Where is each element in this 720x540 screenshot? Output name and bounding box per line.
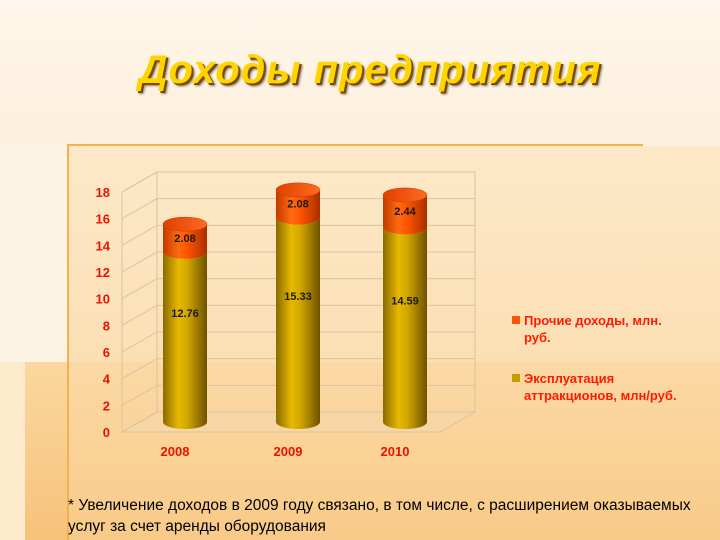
frame-line-vertical (67, 144, 69, 540)
bar-segment (163, 251, 207, 429)
gridline (121, 171, 475, 193)
bar-segment (383, 227, 427, 429)
bar-top-cap (382, 187, 428, 203)
y-tick-label: 12 (96, 265, 110, 280)
bar-segment (163, 224, 207, 259)
y-tick-label: 4 (103, 372, 111, 387)
data-label: 2.44 (394, 206, 416, 218)
y-tick-label: 16 (96, 212, 110, 227)
gridline (121, 358, 475, 380)
legend-label-other-income: Прочие доходы, млн. руб. (524, 313, 662, 345)
y-tick-label: 0 (103, 425, 110, 440)
bar-top-cap (275, 182, 321, 198)
gridline (121, 251, 475, 273)
y-tick-label: 2 (103, 398, 110, 413)
gridline (121, 384, 475, 406)
x-tick-label: 2010 (381, 444, 410, 459)
bar-segment (383, 194, 427, 235)
frame-line-horizontal (68, 144, 643, 146)
y-tick-label: 8 (103, 318, 110, 333)
chart-legend: Прочие доходы, млн. руб. Эксплуатация ат… (512, 312, 682, 428)
data-label: 15.33 (284, 291, 312, 303)
chart-side-wall (121, 171, 158, 433)
slide-title: Доходы предприятия (138, 48, 602, 92)
gridline (121, 224, 475, 246)
y-tick-label: 14 (96, 238, 111, 253)
bar-segment (276, 217, 320, 429)
bar-top-cap (162, 216, 208, 232)
x-tick-label: 2009 (274, 444, 303, 459)
data-label: 2.08 (174, 233, 195, 245)
background-left-strip (0, 362, 25, 540)
data-label: 2.08 (287, 199, 308, 211)
legend-item-other-income: Прочие доходы, млн. руб. (512, 312, 682, 346)
gridline (121, 278, 475, 300)
legend-swatch-other-income (512, 316, 520, 324)
gridline (121, 198, 475, 220)
y-tick-label: 6 (103, 345, 110, 360)
footnote: * Увеличение доходов в 2009 году связано… (68, 497, 691, 535)
background-top (0, 0, 720, 145)
y-tick-label: 18 (96, 185, 110, 200)
gridline (121, 331, 475, 353)
data-label: 12.76 (171, 308, 199, 320)
legend-item-attractions: Эксплуатация аттракционов, млн/руб. (512, 370, 682, 404)
y-tick-label: 10 (96, 292, 110, 307)
data-label: 14.59 (391, 296, 419, 308)
legend-label-attractions: Эксплуатация аттракционов, млн/руб. (524, 371, 677, 403)
x-tick-label: 2008 (161, 444, 190, 459)
gridline (121, 304, 475, 326)
bar-segment (276, 189, 320, 225)
gridline (121, 411, 475, 433)
legend-swatch-attractions (512, 374, 520, 382)
